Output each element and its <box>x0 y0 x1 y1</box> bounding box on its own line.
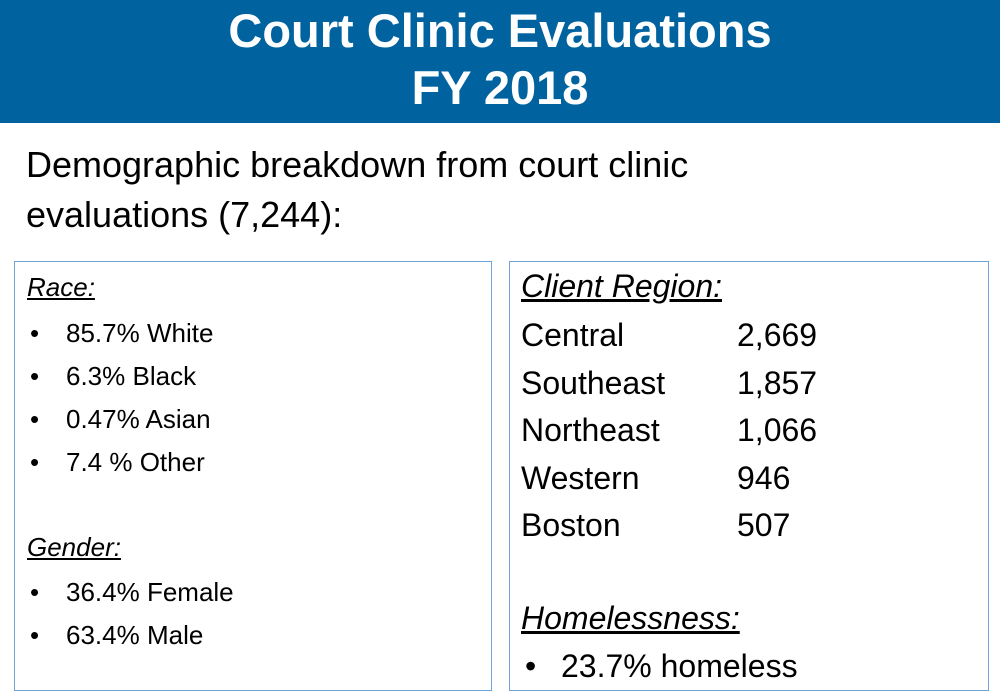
bullet-item: 36.4% Female <box>30 571 234 614</box>
region-name: Southeast <box>521 364 666 401</box>
intro: Demographic breakdown from court clinic … <box>26 140 688 240</box>
region-row: Boston 507 <box>521 502 921 550</box>
region-row: Western 946 <box>521 455 921 503</box>
right-panel: Client Region: Central 2,669 Southeast 1,85… <box>509 261 989 691</box>
bullet-item: 6.3% Black <box>30 355 213 398</box>
race-list: 85.7% White6.3% Black0.47% Asian7.4 % Ot… <box>30 312 214 484</box>
title-line: FY 2018 <box>411 61 589 114</box>
region-row: Central 2,669 <box>521 312 921 360</box>
title-line: Court Clinic Evaluations <box>228 4 772 57</box>
bullet-item: 23.7% homeless <box>525 644 798 688</box>
left-panel: Race: 85.7% White6.3% Black0.47% Asian7.… <box>14 261 492 691</box>
region-name: Boston <box>521 507 621 543</box>
region-count: 507 <box>737 507 791 543</box>
bullet-item: 7.4 % Other <box>30 441 213 484</box>
bullet-item: 85.7% White <box>30 312 214 355</box>
region-count: 1,857 <box>737 364 818 401</box>
region-name: Central <box>521 317 625 353</box>
region-name: Northeast <box>521 412 660 448</box>
intro-line: Demographic breakdown from court clinic <box>26 144 689 185</box>
bullet-item: 0.47% Asian <box>30 398 213 441</box>
gender-heading: Gender: <box>27 532 121 562</box>
region-row: Southeast 1,857 <box>521 360 921 408</box>
region-table: Central 2,669 Southeast 1,857 Northeast 1,066… <box>521 312 921 550</box>
header: Court Clinic Evaluations FY 2018 <box>0 0 1000 123</box>
bullet-item: 63.4% Male <box>30 614 234 657</box>
region-count: 1,066 <box>737 412 818 448</box>
region-name: Western <box>521 459 640 496</box>
homeless-heading: Homelessness: <box>521 600 740 636</box>
homeless-list: 23.7% homeless <box>525 644 798 688</box>
region-count: 946 <box>737 459 791 496</box>
intro-line: evaluations (7,244): <box>26 194 343 235</box>
gender-list: 36.4% Female63.4% Male <box>30 571 234 657</box>
region-count: 2,669 <box>737 317 818 353</box>
region-heading: Client Region: <box>521 268 722 304</box>
race-heading: Race: <box>27 272 95 302</box>
region-row: Northeast 1,066 <box>521 407 921 455</box>
